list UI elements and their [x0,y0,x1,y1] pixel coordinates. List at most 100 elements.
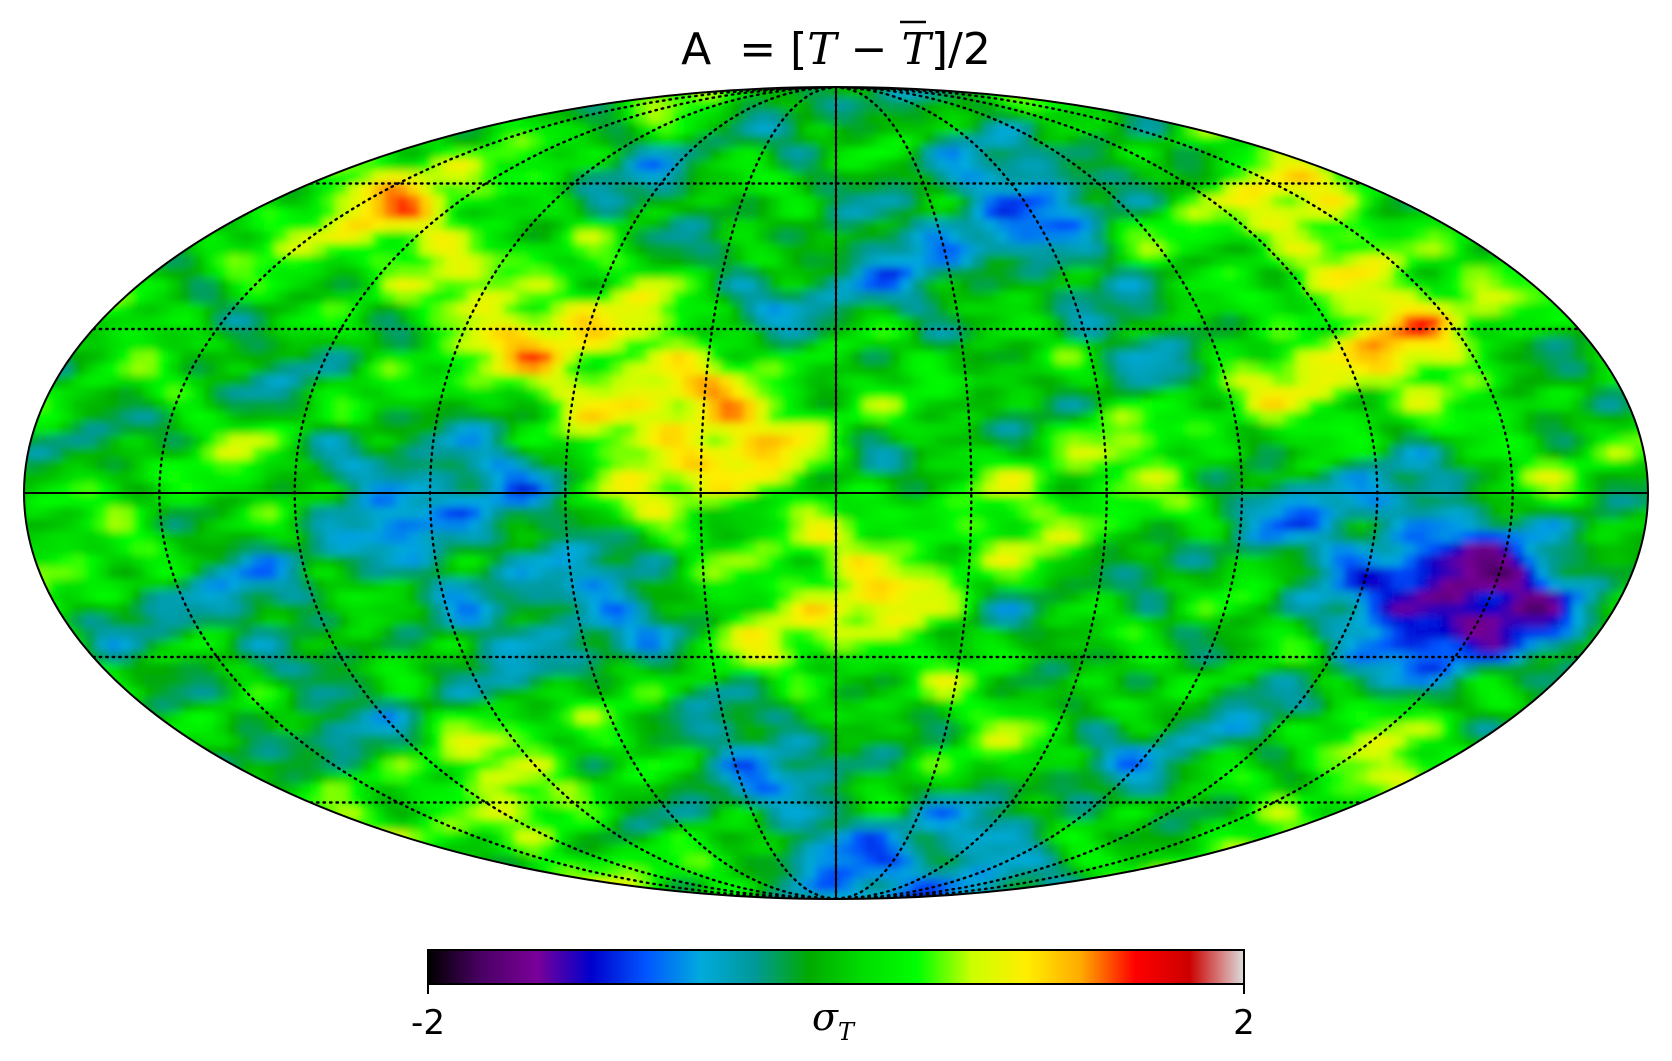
field-cell [444,219,457,232]
field-cell [528,135,541,148]
field-cell [564,423,577,436]
field-cell [468,519,481,532]
field-cell [1428,111,1441,124]
field-cell [432,291,445,304]
field-cell [192,339,205,352]
field-cell [684,303,697,316]
field-cell [1248,291,1261,304]
field-cell [696,99,709,112]
field-cell [360,411,373,424]
field-cell [1584,291,1597,304]
field-cell [1008,471,1021,484]
field-cell [1512,399,1525,412]
field-cell [636,291,649,304]
field-cell [216,231,229,244]
field-cell [1608,459,1621,472]
field-cell [1248,423,1261,436]
field-cell [72,255,85,268]
field-cell [360,255,373,268]
field-cell [828,459,841,472]
field-cell [1092,267,1105,280]
field-cell [516,183,529,196]
field-cell [1476,303,1489,316]
field-cell [36,351,49,364]
field-cell [528,123,541,136]
field-cell [1476,207,1489,220]
field-cell [492,267,505,280]
field-cell [1332,459,1345,472]
field-cell [648,351,661,364]
field-cell [480,279,493,292]
field-cell [528,423,541,436]
field-cell [360,339,373,352]
field-cell [1044,135,1057,148]
field-cell [996,183,1009,196]
field-cell [492,447,505,460]
field-cell [1248,279,1261,292]
field-cell [756,375,769,388]
field-cell [516,159,529,172]
field-cell [828,99,841,112]
field-cell [180,291,193,304]
field-cell [324,399,337,412]
field-cell [1608,303,1621,316]
field-cell [1404,495,1417,508]
field-cell [312,435,325,448]
field-cell [1068,399,1081,412]
field-cell [1632,447,1645,460]
field-cell [1284,135,1297,148]
field-cell [264,243,277,256]
field-cell [156,171,169,184]
field-cell [552,159,565,172]
field-cell [240,387,253,400]
field-cell [276,303,289,316]
field-cell [600,171,613,184]
field-cell [1056,411,1069,424]
field-cell [1260,363,1273,376]
field-cell [1188,99,1201,112]
field-cell [24,195,37,208]
field-cell [1224,315,1237,328]
field-cell [1620,183,1633,196]
field-cell [948,375,961,388]
field-cell [1488,327,1501,340]
field-cell [576,171,589,184]
field-cell [960,219,973,232]
field-cell [972,315,985,328]
field-cell [540,471,553,484]
field-cell [600,255,613,268]
field-cell [636,243,649,256]
field-cell [708,231,721,244]
field-cell [1476,435,1489,448]
field-cell [360,387,373,400]
field-cell [948,111,961,124]
field-cell [864,363,877,376]
field-cell [1272,135,1285,148]
field-cell [1260,99,1273,112]
field-cell [1416,459,1429,472]
field-cell [1008,171,1021,184]
field-cell [840,315,853,328]
field-cell [984,159,997,172]
field-cell [180,327,193,340]
field-cell [768,291,781,304]
field-cell [684,171,697,184]
field-cell [288,291,301,304]
field-cell [192,171,205,184]
field-cell [312,159,325,172]
field-cell [1512,339,1525,352]
field-cell [540,291,553,304]
field-cell [1116,243,1129,256]
field-cell [1488,267,1501,280]
field-cell [708,243,721,256]
field-cell [60,291,73,304]
field-cell [552,399,565,412]
field-cell [24,291,37,304]
field-cell [1404,471,1417,484]
field-cell [792,195,805,208]
field-cell [1356,195,1369,208]
field-cell [1116,159,1129,172]
field-cell [672,411,685,424]
field-cell [1464,351,1477,364]
field-cell [816,411,829,424]
